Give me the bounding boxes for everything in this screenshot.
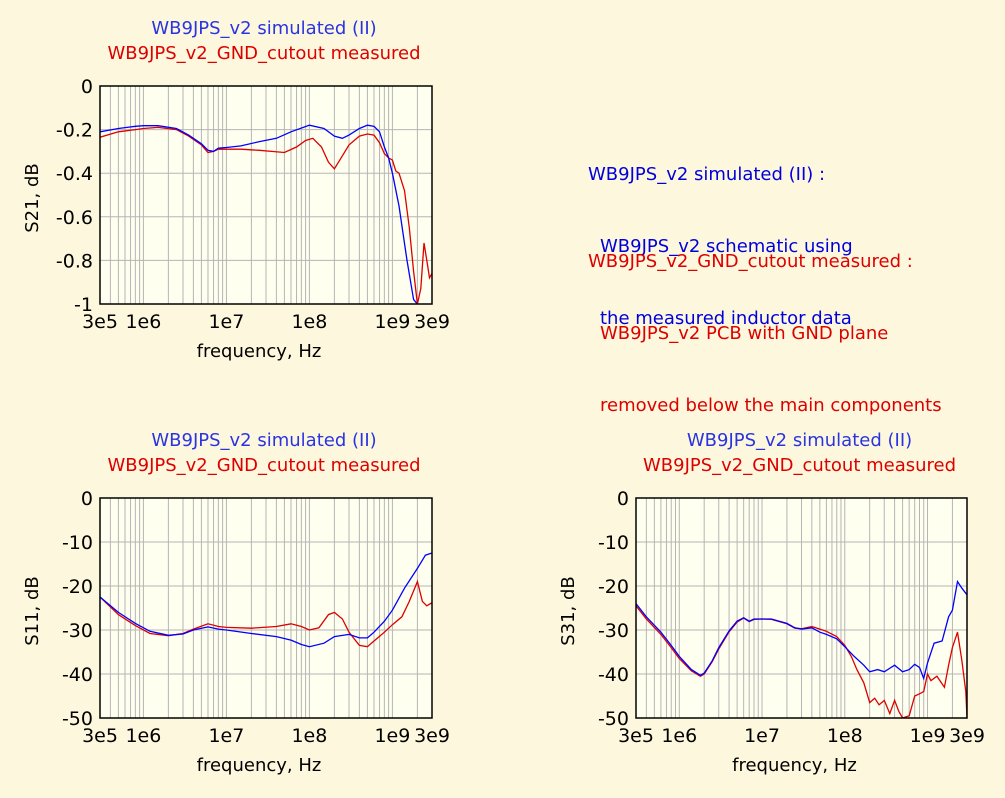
x-tick-label: 1e8: [827, 725, 863, 747]
series-line-simulated: [100, 124, 418, 304]
y-tick-label: -20: [598, 576, 629, 598]
x-tick-label: 1e7: [208, 725, 244, 747]
chart-title-simulated: WB9JPS_v2 simulated (II): [687, 430, 912, 451]
y-axis-label: S11, dB: [22, 576, 43, 646]
y-tick-label: -0.2: [56, 120, 93, 142]
chart-title-simulated: WB9JPS_v2 simulated (II): [151, 18, 376, 39]
x-tick-label: 1e8: [291, 725, 327, 747]
y-tick-label: -0.6: [56, 207, 93, 229]
note-measured-line-1: WB9JPS_v2_GND_cutout measured :: [588, 251, 913, 272]
y-tick-label: -50: [62, 708, 93, 730]
plot-frame-s21: [99, 85, 433, 305]
x-tick-label: 1e9: [910, 725, 946, 747]
y-tick-label: -0.4: [56, 163, 93, 185]
x-axis-label: frequency, Hz: [197, 755, 322, 776]
y-tick-label: -20: [62, 576, 93, 598]
note-simulated-line-1: WB9JPS_v2 simulated (II) :: [588, 164, 826, 185]
y-tick-label: -30: [62, 620, 93, 642]
chart-s21: 3e5 1e6 1e7 1e8 1e9 3e9 0 -0.2 -0.4 -0.6 -0.8 -1 fre…: [22, 18, 450, 362]
y-tick-label: 0: [81, 76, 93, 98]
legend-note-measured: WB9JPS_v2_GND_cutout measured : WB9JPS_v…: [588, 202, 942, 466]
series-line-simulated: [636, 579, 967, 681]
x-axis-label: frequency, Hz: [732, 755, 857, 776]
chart-title-measured: WB9JPS_v2_GND_cutout measured: [643, 455, 956, 476]
chart-title-measured: WB9JPS_v2_GND_cutout measured: [107, 43, 420, 64]
note-simulated-line-3: the measured inductor data: [600, 308, 852, 329]
note-measured-line-2: WB9JPS_v2 PCB with GND plane: [600, 323, 889, 344]
y-tick-label: -0.8: [56, 250, 93, 272]
y-tick-label: -30: [598, 620, 629, 642]
x-tick-label: 3e9: [414, 725, 450, 747]
y-tick-label: -40: [62, 664, 93, 686]
x-tick-label: 1e9: [374, 311, 410, 333]
x-tick-label: 1e7: [208, 311, 244, 333]
plot-frame-s31: [635, 497, 968, 719]
x-tick-label: 3e9: [414, 311, 450, 333]
note-measured-line-3: removed below the main components: [600, 395, 942, 416]
x-tick-label: 1e8: [291, 311, 327, 333]
x-axis-label: frequency, Hz: [197, 341, 322, 362]
y-tick-label: -10: [62, 532, 93, 554]
chart-title-measured: WB9JPS_v2_GND_cutout measured: [107, 455, 420, 476]
x-tick-label: 1e9: [374, 725, 410, 747]
series-line-measured: [100, 126, 432, 304]
x-tick-label: 1e6: [125, 725, 161, 747]
chart-title-simulated: WB9JPS_v2 simulated (II): [151, 430, 376, 451]
x-tick-label: 3e5: [618, 725, 654, 747]
y-axis-label: S21, dB: [22, 163, 43, 233]
plot-frame-s11: [99, 497, 433, 719]
y-tick-label: -10: [598, 532, 629, 554]
legend-note-simulated: WB9JPS_v2 simulated (II) : WB9JPS_v2 sch…: [588, 115, 853, 379]
x-tick-label: 1e6: [661, 725, 697, 747]
x-tick-label: 1e7: [744, 725, 780, 747]
y-tick-label: 0: [617, 488, 629, 510]
y-tick-label: -40: [598, 664, 629, 686]
chart-s31: 3e5 1e6 1e7 1e8 1e9 3e9 0 -10 -20 -30 -40 -50 freque…: [558, 430, 985, 776]
y-tick-label: 0: [81, 488, 93, 510]
x-tick-label: 3e5: [82, 725, 118, 747]
x-tick-label: 3e9: [949, 725, 985, 747]
y-tick-label: -50: [598, 708, 629, 730]
y-tick-label: -1: [74, 294, 93, 316]
chart-s11: 3e5 1e6 1e7 1e8 1e9 3e9 0 -10 -20 -30 -40 -50 freque…: [22, 430, 450, 776]
x-tick-label: 1e6: [125, 311, 161, 333]
note-simulated-line-2: WB9JPS_v2 schematic using: [600, 236, 853, 257]
series-line-simulated: [100, 552, 432, 648]
y-axis-label: S31, dB: [558, 576, 579, 646]
x-tick-label: 3e5: [82, 311, 118, 333]
